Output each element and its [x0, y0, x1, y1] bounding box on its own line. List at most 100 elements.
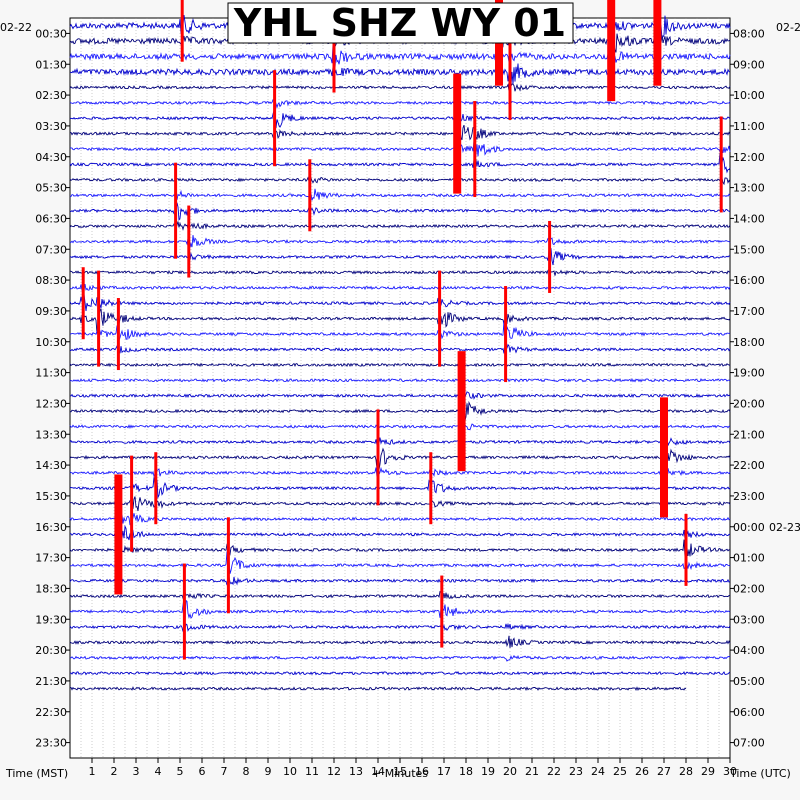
x-tick-label: 17 [437, 765, 451, 778]
trace-row [69, 635, 731, 648]
x-tick-label: 20 [503, 765, 517, 778]
right-tick-label: 04:00 [733, 644, 765, 657]
x-tick-label: 25 [613, 765, 627, 778]
trace-row [69, 654, 731, 662]
x-tick-label: 11 [305, 765, 319, 778]
clipped-event-mark [174, 162, 178, 259]
trace-row [69, 343, 731, 354]
right-tick-label: 11:00 [733, 120, 765, 133]
left-date-label: 02-22 [0, 21, 32, 34]
trace-row [69, 377, 731, 383]
trace-row [69, 140, 731, 162]
left-tick-label: 08:30 [35, 274, 67, 287]
clipped-event-mark [473, 101, 477, 198]
right-axis-label: Time (UTC) [729, 767, 791, 780]
clipped-event-mark [660, 397, 668, 518]
x-tick-label: 14 [371, 765, 385, 778]
trace-row [69, 491, 731, 512]
clipped-event-mark [607, 0, 616, 102]
trace-row [69, 442, 731, 471]
trace-row [69, 420, 731, 433]
left-tick-label: 17:30 [35, 552, 67, 565]
x-tick-label: 12 [327, 765, 341, 778]
left-tick-label: 22:30 [35, 706, 67, 719]
x-tick-label: 5 [177, 765, 184, 778]
seismic-traces [69, 13, 731, 692]
right-tick-label: 03:00 [733, 613, 765, 626]
trace-row [69, 99, 731, 109]
right-date-label: 02-2 [776, 21, 800, 34]
trace-row [69, 83, 731, 92]
clipped-event-mark [457, 351, 466, 472]
right-tick-label: 18:00 [733, 336, 765, 349]
title-box [227, 2, 574, 44]
clipped-event-mark [719, 116, 723, 213]
right-tick-label: 05:00 [733, 675, 765, 688]
right-tick-label: 12:00 [733, 151, 765, 164]
left-tick-label: 03:30 [35, 120, 67, 133]
x-tick-label: 2 [111, 765, 118, 778]
trace-row [69, 107, 731, 129]
trace-row [69, 152, 731, 174]
x-tick-label: 28 [679, 765, 693, 778]
left-tick-label: 13:30 [35, 428, 67, 441]
x-tick-label: 6 [199, 765, 206, 778]
trace-row [69, 320, 731, 348]
trace-row [69, 44, 731, 68]
x-tick-label: 21 [525, 765, 539, 778]
left-axis-ticks: 00:30 01:30 02:30 03:30 04:30 05:30 06:30 07:30… [35, 27, 70, 750]
left-tick-label: 10:30 [35, 336, 67, 349]
clipped-event-mark [273, 70, 277, 167]
trace-row [69, 362, 731, 368]
left-tick-label: 11:30 [35, 367, 67, 380]
left-tick-label: 21:30 [35, 675, 67, 688]
clipped-event-mark [81, 267, 85, 340]
right-tick-label: 22:00 [733, 459, 765, 472]
left-tick-label: 01:30 [35, 58, 67, 71]
trace-row [69, 670, 731, 676]
x-tick-label: 8 [243, 765, 250, 778]
trace-row [69, 202, 731, 222]
left-tick-label: 12:30 [35, 397, 67, 410]
trace-row [69, 576, 731, 586]
trace-row [69, 123, 731, 144]
right-tick-label: 01:00 [733, 552, 765, 565]
x-tick-label: 9 [265, 765, 272, 778]
left-tick-label: 07:30 [35, 243, 67, 256]
trace-row [69, 520, 731, 542]
clipped-event-mark [180, 0, 184, 62]
right-tick-label: 21:00 [733, 428, 765, 441]
clipped-event-mark [116, 298, 120, 371]
left-tick-label: 02:30 [35, 89, 67, 102]
clipped-event-mark [97, 270, 101, 367]
clipped-event-mark [114, 474, 123, 595]
x-tick-label: 3 [133, 765, 140, 778]
trace-row [69, 686, 687, 692]
clipped-event-mark [429, 452, 433, 525]
right-tick-label: 06:00 [733, 706, 765, 719]
x-tick-label: 4 [155, 765, 162, 778]
left-tick-label: 00:30 [35, 27, 67, 40]
left-tick-label: 19:30 [35, 613, 67, 626]
right-tick-label: 15:00 [733, 243, 765, 256]
left-tick-label: 05:30 [35, 182, 67, 195]
trace-row [69, 174, 731, 186]
chart-title: YHL SHZ WY 01 [233, 1, 566, 45]
right-tick-label: 13:00 [733, 182, 765, 195]
right-tick-label: 20:00 [733, 397, 765, 410]
right-tick-label: 02:00 [733, 582, 765, 595]
clipped-event-mark [154, 452, 158, 525]
x-axis-label: + Minutes [372, 767, 428, 780]
clipped-event-mark [130, 455, 134, 552]
trace-row [69, 63, 731, 87]
left-tick-label: 16:30 [35, 521, 67, 534]
clipped-event-mark [453, 73, 462, 194]
clipped-event-mark [684, 513, 688, 586]
left-tick-label: 14:30 [35, 459, 67, 472]
left-tick-label: 23:30 [35, 737, 67, 750]
trace-row [70, 399, 731, 428]
clipped-event-mark [332, 20, 336, 93]
trace-row [69, 539, 731, 559]
x-tick-label: 24 [591, 765, 605, 778]
